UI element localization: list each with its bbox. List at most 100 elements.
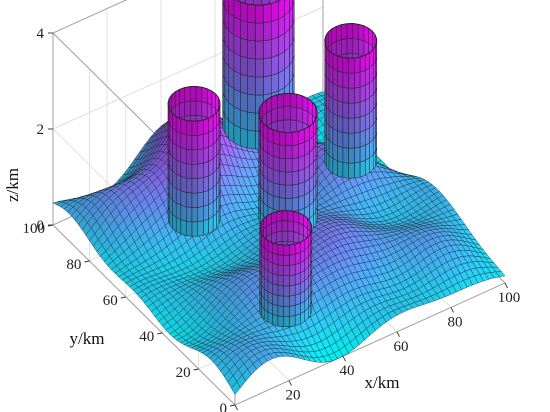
cylinder-facet bbox=[287, 230, 294, 243]
cylinder-facet bbox=[283, 93, 291, 108]
cylinder-facet bbox=[197, 134, 204, 151]
cylinder-facet bbox=[179, 87, 185, 105]
axis-ticks: 020406080100020406080100024 bbox=[23, 26, 521, 412]
cylinder-facet bbox=[359, 129, 366, 148]
cylinder-facet bbox=[354, 71, 361, 89]
cylinder-facet bbox=[365, 127, 370, 146]
cylinder-facet bbox=[272, 313, 279, 327]
cylinder-facet bbox=[272, 303, 279, 317]
cylinder-facet bbox=[354, 146, 361, 164]
cylinder-facet bbox=[285, 158, 293, 173]
cylinder-facet bbox=[291, 144, 299, 159]
y-tick-label: 100 bbox=[23, 221, 46, 237]
cylinder-facet bbox=[228, 0, 235, 18]
x-tick-label: 40 bbox=[340, 363, 355, 379]
y-tick-label: 80 bbox=[66, 257, 81, 273]
cylinder-facet bbox=[191, 207, 199, 223]
cylinder-facet bbox=[332, 113, 338, 132]
cylinder-facet bbox=[337, 130, 344, 148]
cylinder-facet bbox=[197, 119, 204, 136]
cylinder-facet bbox=[180, 147, 187, 164]
cylinder-facet bbox=[222, 0, 226, 8]
cylinder-facet bbox=[233, 70, 241, 93]
cylinder-facet bbox=[195, 86, 203, 102]
cylinder-facet bbox=[291, 130, 299, 146]
cylinder-facet bbox=[285, 171, 293, 186]
x-tick-label: 20 bbox=[286, 388, 301, 404]
cylinder-facet bbox=[272, 252, 279, 266]
cylinder-facet bbox=[247, 111, 256, 132]
terrain-surface bbox=[52, 0, 506, 395]
cylinder-facet bbox=[337, 160, 344, 178]
cylinder-facet bbox=[180, 219, 187, 236]
cylinder-facet bbox=[337, 85, 344, 103]
cylinder-facet bbox=[276, 210, 283, 223]
cylinder-facet bbox=[272, 169, 280, 185]
cylinder-facet bbox=[341, 23, 348, 40]
cylinder-facet bbox=[332, 158, 338, 177]
cylinder-facet bbox=[240, 127, 248, 149]
cylinder-facet bbox=[283, 275, 290, 287]
cylinder-facet bbox=[289, 284, 296, 297]
cylinder-facet bbox=[341, 38, 348, 55]
cylinder-facet bbox=[342, 117, 349, 134]
threat-4-cylinder bbox=[258, 92, 318, 239]
cylinder-facet bbox=[271, 107, 278, 124]
cylinder-facet bbox=[179, 101, 185, 119]
cylinder-facet bbox=[272, 155, 280, 172]
cylinder-facet bbox=[277, 295, 284, 307]
cylinder-facet bbox=[285, 145, 293, 160]
cylinder-facet bbox=[289, 294, 296, 307]
cylinder-facet bbox=[272, 182, 280, 198]
cylinder-facet bbox=[271, 36, 279, 58]
cylinder-facet bbox=[337, 100, 344, 118]
cylinder-facet bbox=[255, 40, 264, 60]
cylinder-facet bbox=[180, 176, 187, 193]
cylinder-facet bbox=[291, 170, 299, 186]
cylinder-facet bbox=[294, 292, 301, 306]
cylinder-facet bbox=[201, 86, 208, 104]
x-axis-label: x/km bbox=[365, 373, 400, 392]
cylinder-facet bbox=[206, 88, 213, 106]
cylinder-facet bbox=[272, 283, 279, 296]
cylinder-facet bbox=[342, 102, 349, 119]
cylinder-facet bbox=[203, 189, 209, 207]
cylinder-facet bbox=[195, 100, 203, 117]
cylinder-facet bbox=[191, 120, 199, 136]
cylinder-facet bbox=[272, 293, 279, 307]
cylinder-facet bbox=[287, 210, 294, 222]
cylinder-facet bbox=[208, 187, 214, 206]
cylinder-rim bbox=[258, 92, 318, 133]
cylinder-facet bbox=[278, 157, 286, 173]
cylinder-facet bbox=[186, 120, 193, 136]
cylinder-facet bbox=[271, 18, 279, 40]
cylinder-facet bbox=[296, 93, 304, 110]
cylinder-facet bbox=[290, 93, 298, 108]
cylinder-facet bbox=[289, 315, 296, 327]
cylinder-facet bbox=[276, 230, 283, 243]
cylinder-facet bbox=[365, 67, 370, 86]
cylinder-facet bbox=[298, 181, 305, 198]
cylinder-facet bbox=[180, 132, 187, 150]
cylinder-facet bbox=[283, 295, 290, 307]
cylinder-facet bbox=[289, 254, 296, 266]
cylinder-facet bbox=[278, 15, 285, 38]
cylinder-facet bbox=[365, 97, 370, 116]
cylinder-facet bbox=[190, 100, 197, 116]
cylinder-facet bbox=[203, 175, 209, 193]
cylinder-facet bbox=[240, 1, 248, 23]
cylinder-facet bbox=[175, 216, 182, 235]
cylinder-facet bbox=[352, 38, 359, 55]
cylinder-facet bbox=[278, 197, 286, 212]
z-tick-label: 4 bbox=[37, 26, 45, 42]
cylinder-facet bbox=[175, 202, 182, 221]
cylinder-facet bbox=[277, 274, 284, 287]
cylinder-facet bbox=[293, 231, 300, 244]
cylinder-facet bbox=[247, 57, 256, 78]
cylinder-facet bbox=[186, 177, 193, 194]
cylinder-facet bbox=[290, 106, 298, 121]
cylinder-facet bbox=[201, 101, 208, 118]
cylinder-facet bbox=[186, 220, 193, 237]
cylinder-facet bbox=[291, 196, 299, 212]
cylinder-facet bbox=[180, 190, 187, 208]
